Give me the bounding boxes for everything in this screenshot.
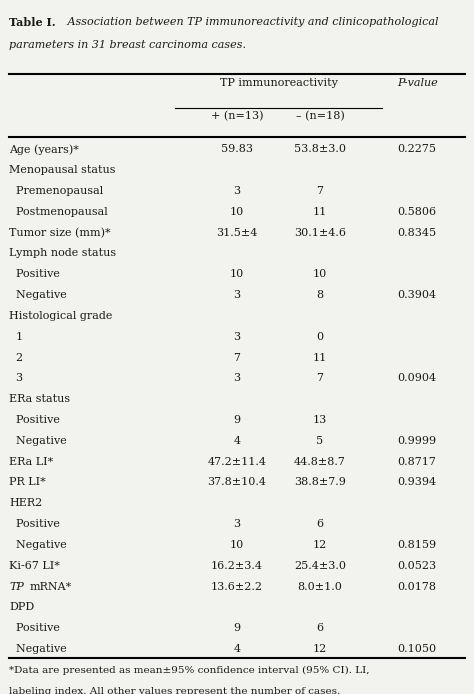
Text: Table I.: Table I. bbox=[9, 17, 56, 28]
Text: 0.0178: 0.0178 bbox=[398, 582, 437, 591]
Text: 3: 3 bbox=[233, 373, 241, 383]
Text: 10: 10 bbox=[230, 207, 244, 217]
Text: 3: 3 bbox=[233, 186, 241, 196]
Text: 4: 4 bbox=[233, 436, 241, 446]
Text: TP immunoreactivity: TP immunoreactivity bbox=[219, 78, 337, 88]
Text: 0.8717: 0.8717 bbox=[398, 457, 437, 466]
Text: DPD: DPD bbox=[9, 602, 35, 612]
Text: PR LI*: PR LI* bbox=[9, 477, 46, 487]
Text: 10: 10 bbox=[313, 269, 327, 279]
Text: Positive: Positive bbox=[9, 269, 60, 279]
Text: 10: 10 bbox=[230, 540, 244, 550]
Text: 0.3904: 0.3904 bbox=[398, 290, 437, 300]
Text: 53.8±3.0: 53.8±3.0 bbox=[294, 144, 346, 154]
Text: 0.2275: 0.2275 bbox=[398, 144, 437, 154]
Text: labeling index. All other values represent the number of cases.: labeling index. All other values represe… bbox=[9, 687, 341, 694]
Text: ERa status: ERa status bbox=[9, 394, 71, 404]
Text: 2: 2 bbox=[9, 353, 24, 362]
Text: 12: 12 bbox=[313, 644, 327, 654]
Text: 11: 11 bbox=[313, 207, 327, 217]
Text: 9: 9 bbox=[233, 623, 241, 633]
Text: 16.2±3.4: 16.2±3.4 bbox=[211, 561, 263, 570]
Text: 0.0523: 0.0523 bbox=[398, 561, 437, 570]
Text: 10: 10 bbox=[230, 269, 244, 279]
Text: 25.4±3.0: 25.4±3.0 bbox=[294, 561, 346, 570]
Text: Negative: Negative bbox=[9, 290, 67, 300]
Text: 38.8±7.9: 38.8±7.9 bbox=[294, 477, 346, 487]
Text: 0: 0 bbox=[316, 332, 324, 341]
Text: 12: 12 bbox=[313, 540, 327, 550]
Text: 13: 13 bbox=[313, 415, 327, 425]
Text: Menopausal status: Menopausal status bbox=[9, 165, 116, 175]
Text: 0.0904: 0.0904 bbox=[398, 373, 437, 383]
Text: 11: 11 bbox=[313, 353, 327, 362]
Text: HER2: HER2 bbox=[9, 498, 43, 508]
Text: 7: 7 bbox=[317, 373, 323, 383]
Text: + (n=13): + (n=13) bbox=[211, 111, 263, 121]
Text: 1: 1 bbox=[9, 332, 24, 341]
Text: 9: 9 bbox=[233, 415, 241, 425]
Text: 31.5±4: 31.5±4 bbox=[216, 228, 258, 237]
Text: 5: 5 bbox=[316, 436, 324, 446]
Text: ERa LI*: ERa LI* bbox=[9, 457, 54, 466]
Text: Postmenopausal: Postmenopausal bbox=[9, 207, 108, 217]
Text: 47.2±11.4: 47.2±11.4 bbox=[208, 457, 266, 466]
Text: 3: 3 bbox=[233, 519, 241, 529]
Text: 6: 6 bbox=[316, 519, 324, 529]
Text: 3: 3 bbox=[9, 373, 24, 383]
Text: 0.9999: 0.9999 bbox=[398, 436, 437, 446]
Text: Association between TP immunoreactivity and clinicopathological: Association between TP immunoreactivity … bbox=[64, 17, 438, 27]
Text: Lymph node status: Lymph node status bbox=[9, 248, 117, 258]
Text: 6: 6 bbox=[316, 623, 324, 633]
Text: Ki-67 LI*: Ki-67 LI* bbox=[9, 561, 60, 570]
Text: 13.6±2.2: 13.6±2.2 bbox=[211, 582, 263, 591]
Text: 44.8±8.7: 44.8±8.7 bbox=[294, 457, 346, 466]
Text: 3: 3 bbox=[233, 332, 241, 341]
Text: 0.5806: 0.5806 bbox=[398, 207, 437, 217]
Text: Negative: Negative bbox=[9, 540, 67, 550]
Text: Negative: Negative bbox=[9, 644, 67, 654]
Text: – (n=18): – (n=18) bbox=[296, 111, 344, 121]
Text: Premenopausal: Premenopausal bbox=[9, 186, 104, 196]
Text: 4: 4 bbox=[233, 644, 241, 654]
Text: Positive: Positive bbox=[9, 519, 60, 529]
Text: 7: 7 bbox=[234, 353, 240, 362]
Text: Histological grade: Histological grade bbox=[9, 311, 113, 321]
Text: P-value: P-value bbox=[397, 78, 438, 88]
Text: Positive: Positive bbox=[9, 415, 60, 425]
Text: Tumor size (mm)*: Tumor size (mm)* bbox=[9, 228, 111, 238]
Text: Positive: Positive bbox=[9, 623, 60, 633]
Text: 7: 7 bbox=[317, 186, 323, 196]
Text: TP: TP bbox=[9, 582, 24, 591]
Text: 59.83: 59.83 bbox=[221, 144, 253, 154]
Text: 0.8159: 0.8159 bbox=[398, 540, 437, 550]
Text: 8.0±1.0: 8.0±1.0 bbox=[298, 582, 342, 591]
Text: Age (years)*: Age (years)* bbox=[9, 144, 79, 155]
Text: 0.1050: 0.1050 bbox=[398, 644, 437, 654]
Text: parameters in 31 breast carcinoma cases.: parameters in 31 breast carcinoma cases. bbox=[9, 40, 246, 49]
Text: 0.8345: 0.8345 bbox=[398, 228, 437, 237]
Text: 8: 8 bbox=[316, 290, 324, 300]
Text: *Data are presented as mean±95% confidence interval (95% CI). LI,: *Data are presented as mean±95% confiden… bbox=[9, 666, 370, 675]
Text: mRNA*: mRNA* bbox=[29, 582, 72, 591]
Text: 30.1±4.6: 30.1±4.6 bbox=[294, 228, 346, 237]
Text: Negative: Negative bbox=[9, 436, 67, 446]
Text: 37.8±10.4: 37.8±10.4 bbox=[208, 477, 266, 487]
Text: 3: 3 bbox=[233, 290, 241, 300]
Text: 0.9394: 0.9394 bbox=[398, 477, 437, 487]
